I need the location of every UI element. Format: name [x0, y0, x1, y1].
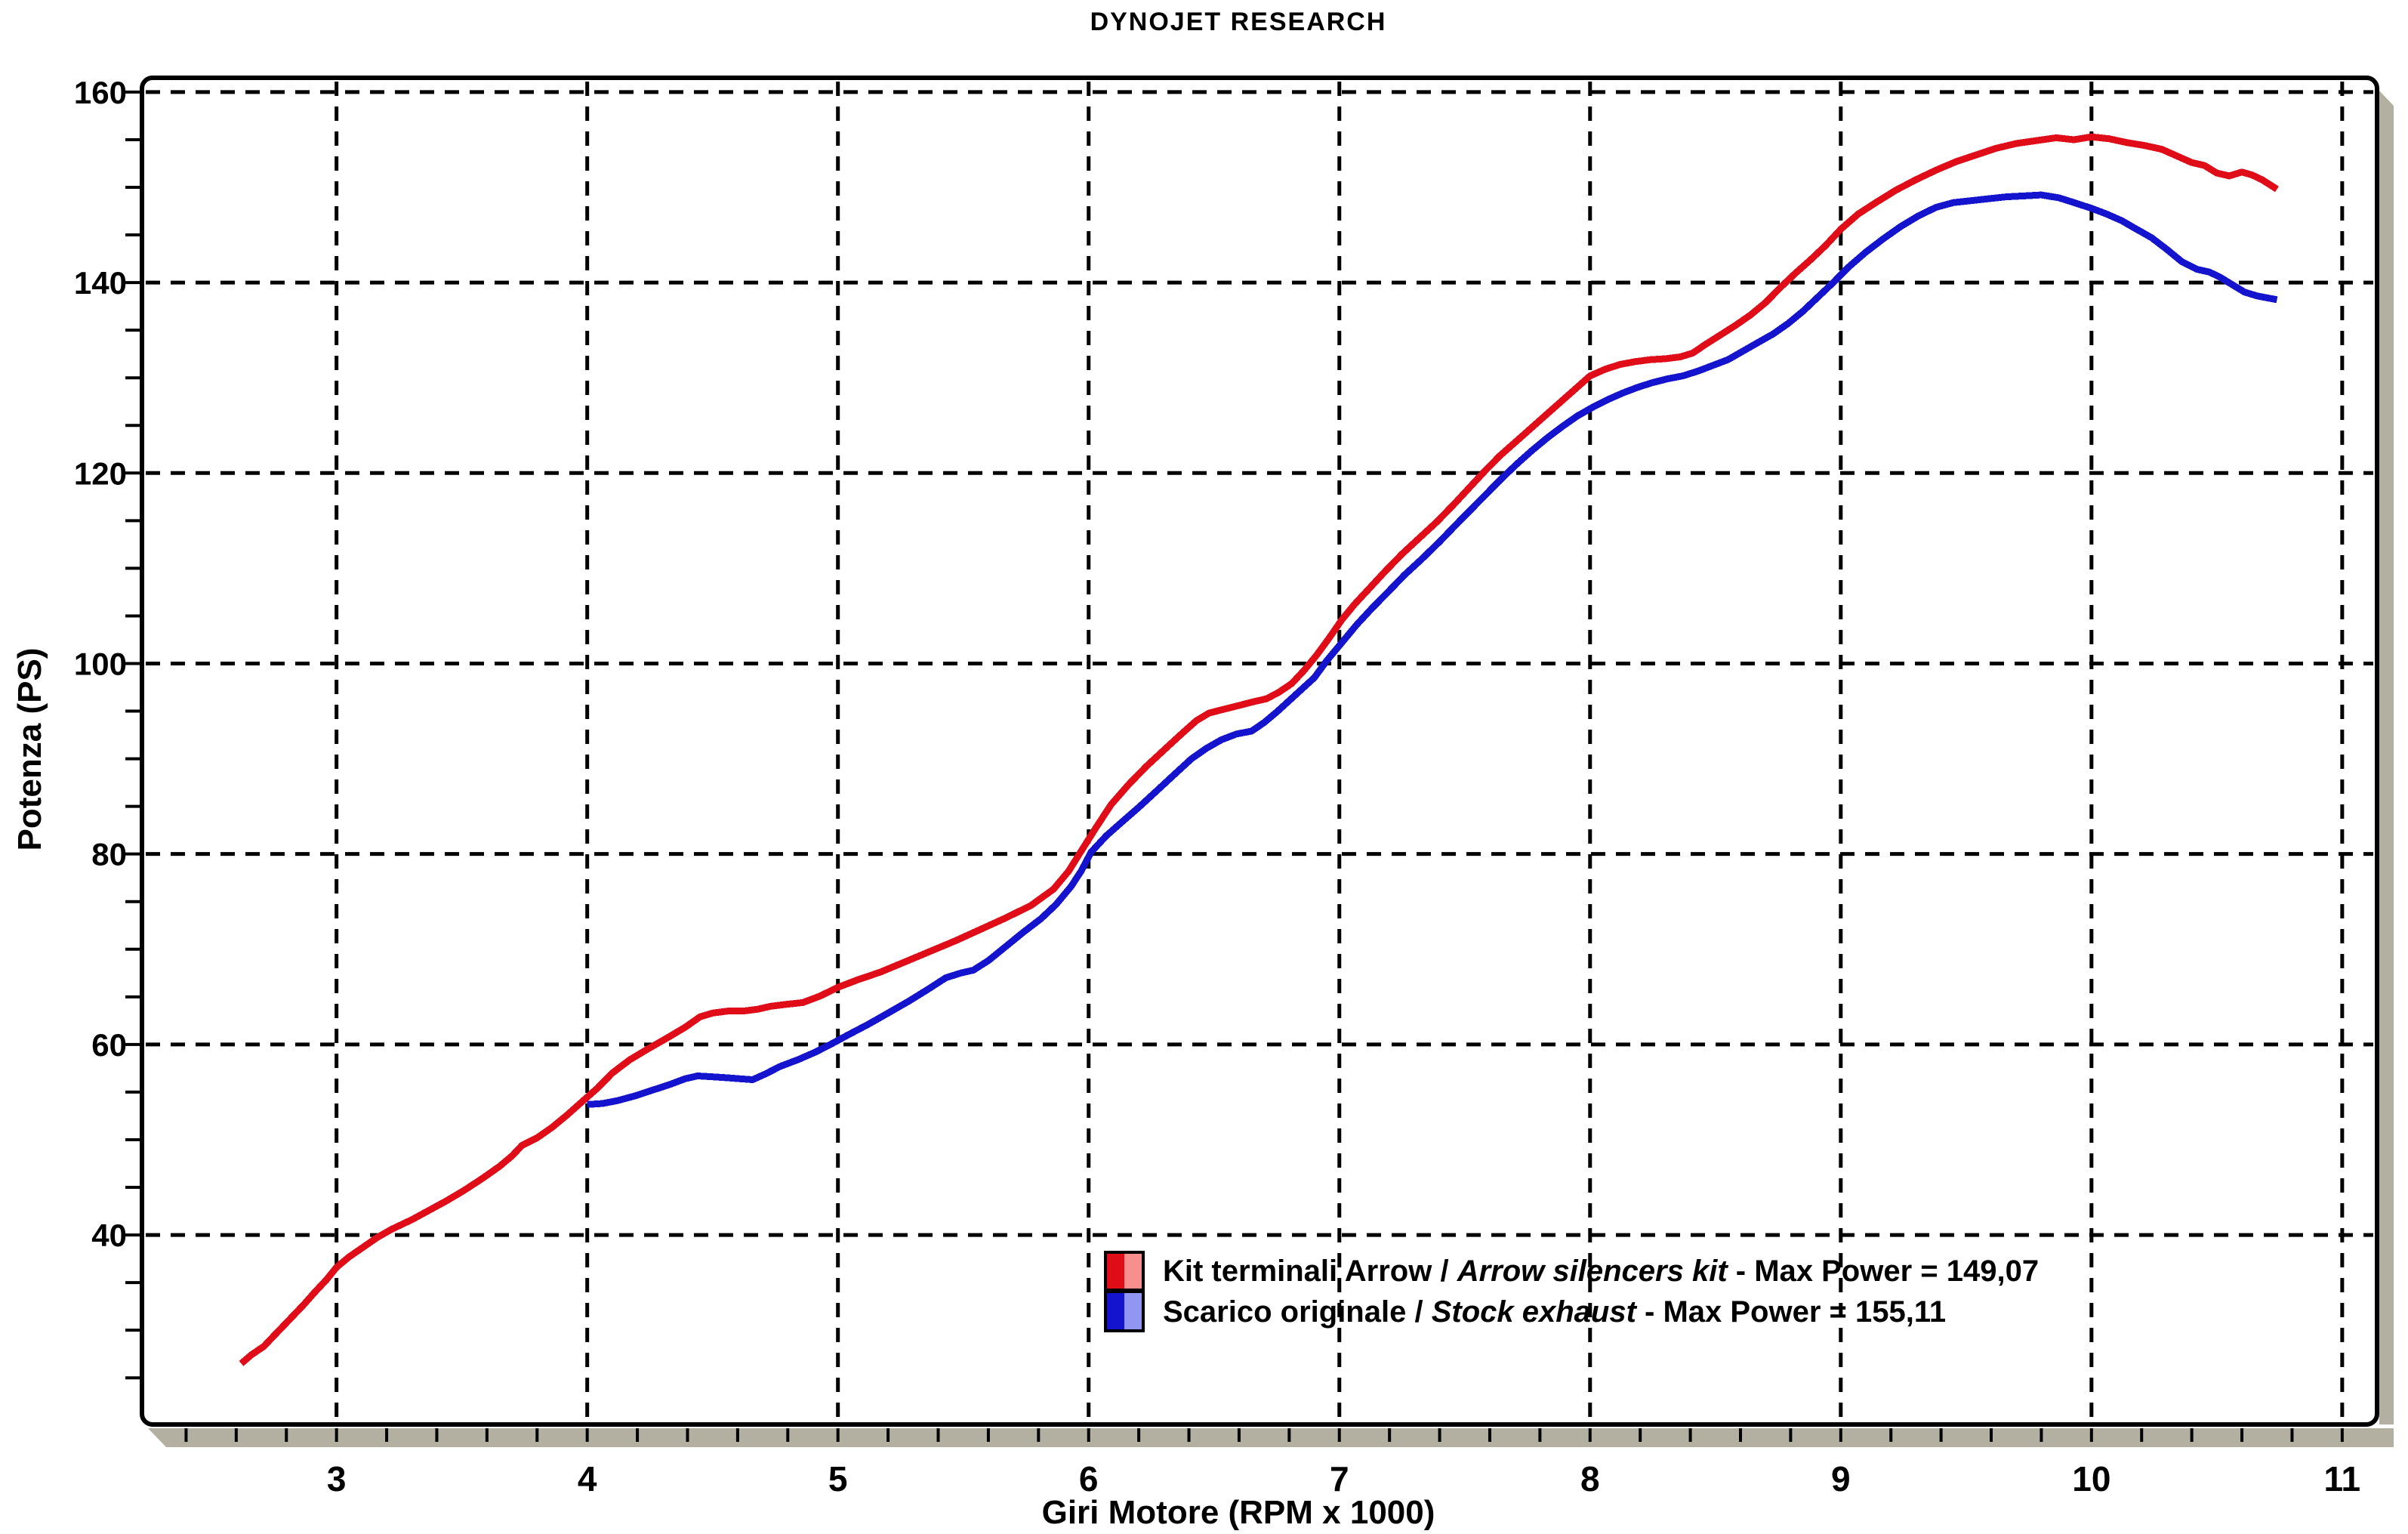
x-tick-label: 7 — [1330, 1459, 1349, 1499]
x-tick-label: 3 — [327, 1459, 347, 1499]
legend-swatch-red — [1104, 1251, 1145, 1292]
plot-frame — [140, 76, 2379, 1427]
legend-name-en: Stock exhaust — [1431, 1295, 1636, 1329]
x-tick-label: 6 — [1079, 1459, 1099, 1499]
x-axis-title: Giri Motore (RPM x 1000) — [1041, 1494, 1435, 1531]
frame-shadow-right — [2379, 91, 2394, 1424]
legend-max-power: - Max Power = 155,11 — [1636, 1295, 1947, 1329]
y-tick-label: 120 — [74, 455, 127, 491]
legend-max-power: - Max Power = 149,07 — [1727, 1254, 2040, 1288]
y-tick-label: 40 — [91, 1218, 127, 1253]
legend-name-it: Scarico originale — [1163, 1295, 1407, 1329]
legend-separator: / — [1432, 1254, 1457, 1288]
legend-row-stock-exhaust: Scarico originale / Stock exhaust - Max … — [1104, 1292, 2039, 1332]
legend-label-stock-exhaust: Scarico originale / Stock exhaust - Max … — [1163, 1295, 1946, 1329]
curve-arrow-silencers-kit — [239, 133, 2279, 1366]
legend: Kit terminali Arrow / Arrow silencers ki… — [1104, 1251, 2039, 1332]
legend-row-arrow-kit: Kit terminali Arrow / Arrow silencers ki… — [1104, 1251, 2039, 1292]
y-tick-label: 60 — [91, 1027, 127, 1063]
curve-stock-exhaust — [587, 191, 2278, 1108]
x-tick-label: 8 — [1580, 1459, 1600, 1499]
legend-separator: / — [1406, 1295, 1432, 1329]
x-tick-label: 10 — [2072, 1459, 2110, 1499]
y-tick-label: 140 — [74, 265, 127, 301]
legend-swatch-blue — [1104, 1292, 1145, 1332]
x-ruler-strip — [148, 1428, 2394, 1447]
x-tick-label: 4 — [578, 1459, 597, 1499]
y-tick-label: 80 — [91, 837, 127, 872]
x-tick-label: 11 — [2324, 1459, 2361, 1499]
x-tick-label: 5 — [828, 1459, 848, 1499]
legend-name-en: Arrow silencers kit — [1457, 1254, 1728, 1288]
plot-background — [142, 78, 2377, 1424]
y-tick-label: 160 — [74, 75, 127, 110]
x-tick-label: 9 — [1831, 1459, 1851, 1499]
y-axis-title: Potenza (PS) — [11, 647, 48, 851]
chart-title: DYNOJET RESEARCH — [1090, 8, 1387, 36]
y-tick-label: 100 — [74, 646, 127, 681]
legend-name-it: Kit terminali Arrow — [1163, 1254, 1432, 1288]
legend-label-arrow-kit: Kit terminali Arrow / Arrow silencers ki… — [1163, 1255, 2039, 1289]
